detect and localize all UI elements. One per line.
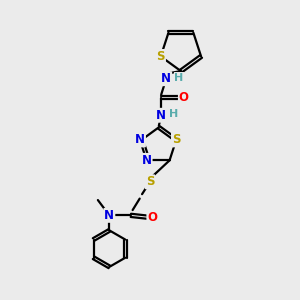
Text: N: N [161, 72, 171, 85]
Text: S: S [157, 50, 165, 63]
Text: N: N [156, 109, 166, 122]
Text: O: O [147, 211, 158, 224]
Text: N: N [135, 134, 145, 146]
Text: H: H [174, 73, 184, 82]
Text: O: O [179, 91, 189, 104]
Text: N: N [104, 209, 114, 222]
Text: N: N [142, 154, 152, 167]
Text: H: H [169, 109, 179, 119]
Text: S: S [146, 175, 154, 188]
Text: S: S [172, 134, 180, 146]
